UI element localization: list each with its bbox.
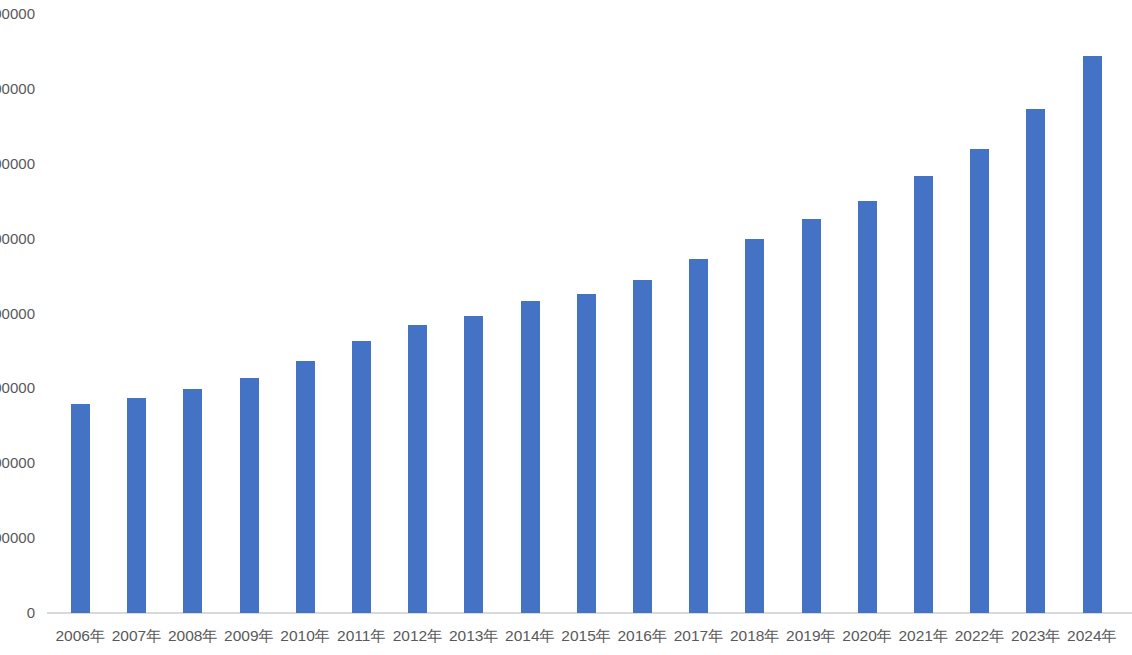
x-axis-tick-label: 2006年 xyxy=(51,626,111,646)
y-axis-tick-label: 100000 xyxy=(0,529,35,547)
x-axis-tick-label: 2015年 xyxy=(556,626,616,646)
x-axis-tick-label: 2023年 xyxy=(1006,626,1066,646)
x-axis-tick-label: 2010年 xyxy=(275,626,335,646)
x-axis-tick-label: 2024年 xyxy=(1062,626,1122,646)
bar-2013年 xyxy=(464,316,483,613)
x-axis-tick-label: 2007年 xyxy=(107,626,167,646)
y-axis-tick-label: 300000 xyxy=(0,379,35,397)
bar-2017年 xyxy=(689,259,708,613)
bar-2020年 xyxy=(858,201,877,613)
bar-2012年 xyxy=(408,325,427,613)
x-axis-tick-label: 2012年 xyxy=(388,626,448,646)
bar-2014年 xyxy=(521,301,540,613)
bar-2024年 xyxy=(1083,56,1102,613)
y-axis-tick-label: 0 xyxy=(0,604,35,622)
x-axis-tick-label: 2008年 xyxy=(163,626,223,646)
bar-2016年 xyxy=(633,280,652,613)
x-axis-tick-label: 2021年 xyxy=(894,626,954,646)
x-axis-tick-label: 2011年 xyxy=(332,626,392,646)
y-axis-tick-label: 500000 xyxy=(0,230,35,248)
y-axis-tick-label: 700000 xyxy=(0,80,35,98)
bar-2011年 xyxy=(352,341,371,613)
x-axis-tick-label: 2018年 xyxy=(725,626,785,646)
x-axis-tick-label: 2016年 xyxy=(613,626,673,646)
x-axis-tick-label: 2020年 xyxy=(837,626,897,646)
bar-2007年 xyxy=(127,398,146,613)
bar-2019年 xyxy=(802,219,821,613)
bar-2021年 xyxy=(914,176,933,613)
x-axis-tick-label: 2009年 xyxy=(219,626,279,646)
bar-2008年 xyxy=(183,389,202,613)
bar-2009年 xyxy=(240,378,259,613)
bar-chart: 0 100000 200000 300000 400000 500000 600000 700… xyxy=(0,0,1132,655)
y-axis-tick-label: 400000 xyxy=(0,305,35,323)
bar-2022年 xyxy=(970,149,989,613)
y-axis-tick-label: 800000 xyxy=(0,5,35,23)
x-axis-tick-label: 2017年 xyxy=(669,626,729,646)
bar-2015年 xyxy=(577,294,596,613)
bar-2010年 xyxy=(296,361,315,613)
y-axis-tick-label: 600000 xyxy=(0,155,35,173)
y-axis-tick-label: 200000 xyxy=(0,454,35,472)
bar-2023年 xyxy=(1026,109,1045,613)
x-axis-tick-label: 2014年 xyxy=(500,626,560,646)
bar-2018年 xyxy=(745,239,764,613)
x-axis-tick-label: 2022年 xyxy=(950,626,1010,646)
bar-2006年 xyxy=(71,404,90,613)
x-axis-tick-label: 2019年 xyxy=(781,626,841,646)
x-axis-tick-label: 2013年 xyxy=(444,626,504,646)
